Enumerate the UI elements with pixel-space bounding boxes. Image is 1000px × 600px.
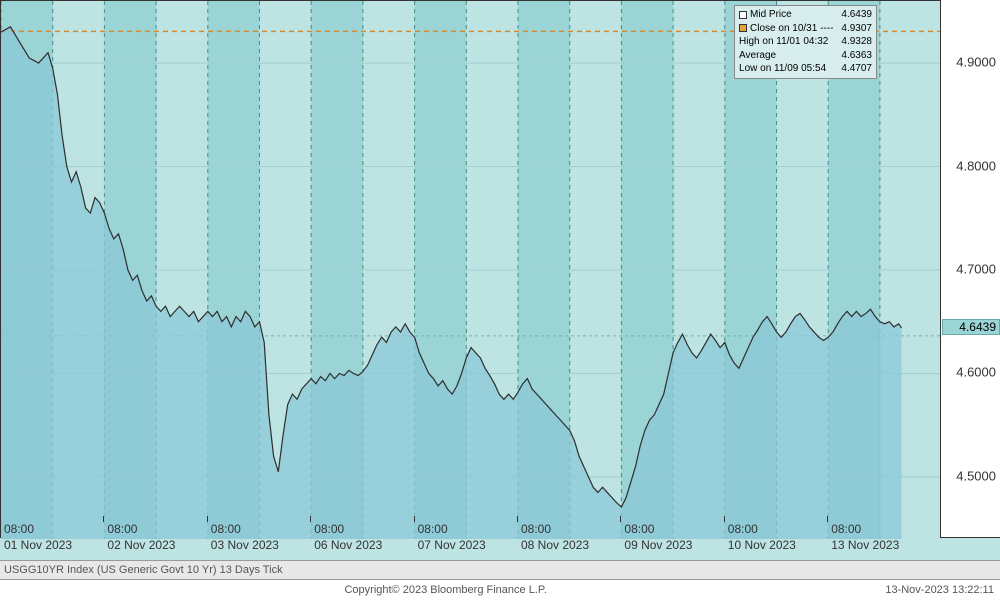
legend-value: 4.6363	[841, 49, 872, 63]
x-tick-label: 08:0001 Nov 2023	[4, 522, 72, 553]
x-axis: 08:0001 Nov 2023 08:0002 Nov 2023 08:0003 …	[0, 520, 940, 560]
footer-copyright-bar: Copyright© 2023 Bloomberg Finance L.P. 1…	[0, 580, 1000, 600]
legend-row: Close on 10/31 ---- 4.9307	[739, 22, 872, 36]
x-tick-label: 08:0008 Nov 2023	[521, 522, 589, 553]
legend-value: 4.4707	[841, 62, 872, 76]
x-tick-label: 08:0010 Nov 2023	[728, 522, 796, 553]
timestamp-text: 13-Nov-2023 13:22:11	[885, 584, 994, 596]
legend-label-text: Close on 10/31 ----	[750, 22, 833, 36]
y-tick-label: 4.7000	[956, 262, 996, 277]
plot-area[interactable]: Mid Price 4.6439 Close on 10/31 ---- 4.9307…	[0, 0, 940, 538]
legend-row: Average 4.6363	[739, 49, 872, 63]
legend-value: 4.9307	[841, 22, 872, 36]
y-tick-label: 4.8000	[956, 158, 996, 173]
y-tick-label: 4.9000	[956, 55, 996, 70]
ticker-label: USGG10YR Index (US Generic Govt 10 Yr) 1…	[4, 564, 283, 576]
legend-row: Mid Price 4.6439	[739, 8, 872, 22]
legend-row: Low on 11/09 05:54 4.4707	[739, 62, 872, 76]
legend-value: 4.6439	[841, 8, 872, 22]
x-tick-label: 08:0002 Nov 2023	[107, 522, 175, 553]
legend-label-text: Mid Price	[750, 8, 792, 22]
x-tick-label: 08:0007 Nov 2023	[418, 522, 486, 553]
legend-row: High on 11/01 04:32 4.9328	[739, 35, 872, 49]
x-tick-label: 08:0013 Nov 2023	[831, 522, 899, 553]
x-tick-label: 08:0009 Nov 2023	[624, 522, 692, 553]
legend-value: 4.9328	[841, 35, 872, 49]
y-tick-label: 4.6000	[956, 365, 996, 380]
copyright-text: Copyright© 2023 Bloomberg Finance L.P.	[344, 584, 546, 596]
legend-label-text: Average	[739, 49, 776, 63]
legend-label-text: Low on 11/09 05:54	[739, 62, 826, 76]
footer-ticker-bar: USGG10YR Index (US Generic Govt 10 Yr) 1…	[0, 560, 1000, 580]
x-tick-label: 08:0003 Nov 2023	[211, 522, 279, 553]
legend-box: Mid Price 4.6439 Close on 10/31 ---- 4.9307…	[734, 5, 877, 79]
legend-label-text: High on 11/01 04:32	[739, 35, 828, 49]
x-tick-label: 08:0006 Nov 2023	[314, 522, 382, 553]
y-highlight-current: 4.6439	[942, 319, 1000, 335]
chart-svg	[1, 1, 941, 539]
y-tick-label: 4.5000	[956, 468, 996, 483]
chart-container: Mid Price 4.6439 Close on 10/31 ---- 4.9307…	[0, 0, 1000, 600]
y-axis: 4.5000 4.6000 4.7000 4.8000 4.9000 4.6439	[940, 0, 1000, 538]
